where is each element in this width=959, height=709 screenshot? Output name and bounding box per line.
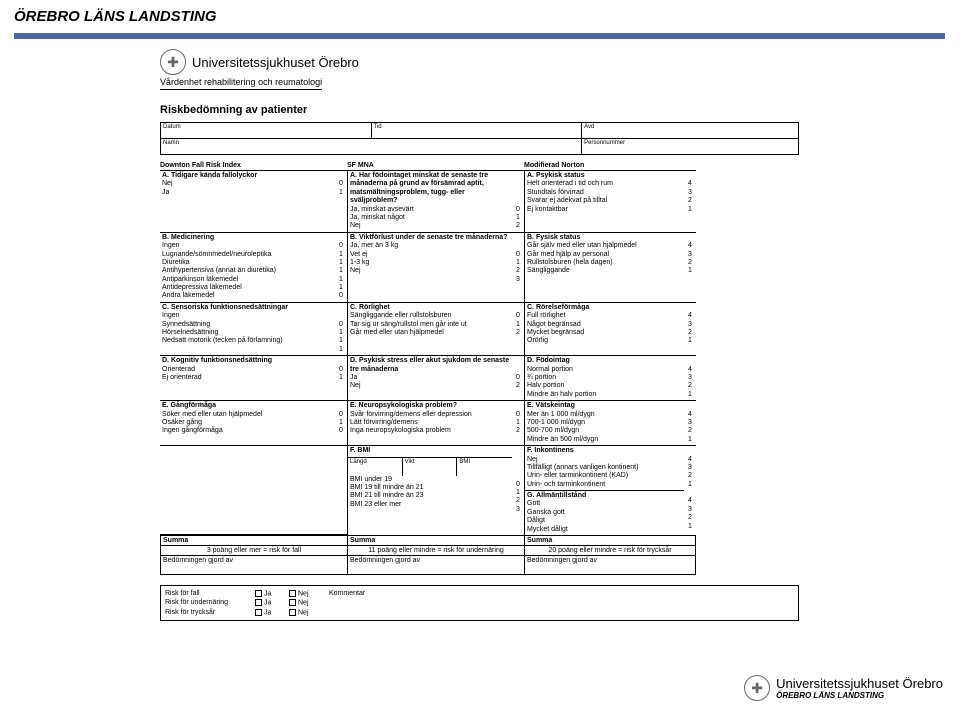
assessor-b[interactable]: Bedömningen gjord av — [348, 556, 525, 575]
footer-logo: ✚ Universitetssjukhuset Örebro ÖREBRO LÄ… — [744, 675, 943, 701]
meta-time[interactable]: Tid — [371, 123, 582, 139]
meta-table: Datum Tid Avd Namn Personnummer — [160, 122, 799, 155]
hospital-logo-icon: ✚ — [160, 49, 186, 75]
guidance-a: 3 poäng eller mer = risk för fall — [161, 546, 348, 556]
B3-scores: 4321 — [684, 232, 696, 302]
colhead-mna: SF MNA — [347, 161, 512, 170]
kommentar-label: Kommentar — [329, 590, 794, 597]
hospital-name: Universitetssjukhuset Örebro — [192, 55, 359, 70]
bmi-value[interactable]: BMI — [457, 458, 512, 476]
footer-logo-icon: ✚ — [744, 675, 770, 701]
footer-org: ÖREBRO LÄNS LANDSTING — [776, 691, 943, 700]
D2-scores: 02 — [512, 355, 524, 400]
colhead-norton: Modifierad Norton — [524, 161, 684, 170]
A3: A. Psykisk status Helt orienterad i tid … — [524, 170, 684, 232]
summa-c[interactable]: Summa — [525, 536, 696, 546]
colhead-downton: Downton Fall Risk Index — [160, 161, 335, 170]
A2-scores: 012 — [512, 170, 524, 232]
E2: E. Neuropsykologiska problem? Svår förvi… — [347, 400, 512, 445]
risk-under-label: Risk för undernäring — [165, 599, 255, 606]
B3: B. Fysisk status Går själv med eller uta… — [524, 232, 684, 302]
D3-scores: 4321 — [684, 355, 696, 400]
A1-scores: 01 — [335, 170, 347, 232]
B1-scores: 0111110 — [335, 232, 347, 302]
risk-under-nej[interactable]: Nej — [289, 599, 329, 606]
C3-scores: 4321 — [684, 302, 696, 355]
risk-fall-label: Risk för fall — [165, 590, 255, 597]
C2: C. Rörlighet Sängliggande eller rullstol… — [347, 302, 512, 355]
footer-hospital-name: Universitetssjukhuset Örebro — [776, 676, 943, 691]
risk-tryck-ja[interactable]: Ja — [255, 609, 289, 616]
guidance-c: 20 poäng eller mindre = risk för tryckså… — [525, 546, 696, 556]
org-header: ÖREBRO LÄNS LANDSTING — [0, 0, 959, 33]
department-name: Vårdenhet rehabilitering och reumatologi — [160, 77, 322, 90]
bmi-weight[interactable]: Vikt — [403, 458, 458, 476]
meta-personnr[interactable]: Personnummer — [582, 139, 799, 155]
risk-tryck-nej[interactable]: Nej — [289, 609, 329, 616]
risk-fall-nej[interactable]: Nej — [289, 590, 329, 597]
B1: B. Medicinering IngenLugnande/sömnmedel/… — [160, 232, 335, 302]
A2: A. Har födointaget minskat de senaste tr… — [347, 170, 512, 232]
F1-empty — [160, 445, 335, 535]
F2: F. BMI Längd Vikt BMI BMI under 19BMI 19… — [347, 445, 512, 535]
bmi-length[interactable]: Längd — [348, 458, 403, 476]
B2-scores: 0123 — [512, 232, 524, 302]
F2-scores: 0123 — [512, 445, 524, 535]
D2: D. Psykisk stress eller akut sjukdom de … — [347, 355, 512, 400]
D1: D. Kognitiv funktionsnedsättning Oriente… — [160, 355, 335, 400]
A1: A. Tidigare kända fallolyckor Nej Ja — [160, 170, 335, 232]
meta-name[interactable]: Namn — [161, 139, 582, 155]
E3-scores: 4321 — [684, 400, 696, 445]
meta-ward[interactable]: Avd — [582, 123, 799, 139]
F3-G3: F. Inkontinens NejTillfälligt (annars va… — [524, 445, 684, 535]
E1-scores: 010 — [335, 400, 347, 445]
summa-table: Summa Summa Summa 3 poäng eller mer = ri… — [160, 535, 696, 575]
E3: E. Vätskeintag Mer än 1 000 ml/dygn700-1… — [524, 400, 684, 445]
header-underline — [14, 33, 945, 39]
risk-tryck-label: Risk för trycksår — [165, 609, 255, 616]
E1: E. Gångförmåga Söker med eller utan hjäl… — [160, 400, 335, 445]
meta-date[interactable]: Datum — [161, 123, 372, 139]
risk-under-ja[interactable]: Ja — [255, 599, 289, 606]
C3: C. Rörelseförmåga Full rörlighetNågot be… — [524, 302, 684, 355]
document-title: Riskbedömning av patienter — [160, 104, 799, 116]
page-body: ✚ Universitetssjukhuset Örebro Vårdenhet… — [0, 49, 959, 621]
risk-summary-block: Risk för fall Ja Nej Kommentar Risk för … — [160, 585, 799, 621]
E2-scores: 012 — [512, 400, 524, 445]
org-title: ÖREBRO LÄNS LANDSTING — [14, 8, 945, 25]
guidance-b: 11 poäng eller mindre = risk för undernä… — [348, 546, 525, 556]
C1: C. Sensoriska funktionsnedsättningar Ing… — [160, 302, 335, 355]
summa-b[interactable]: Summa — [348, 536, 525, 546]
F3-G3-scores: 43214321 — [684, 445, 696, 535]
hospital-block: ✚ Universitetssjukhuset Örebro Vårdenhet… — [160, 49, 799, 90]
C2-scores: 012 — [512, 302, 524, 355]
A3-scores: 4321 — [684, 170, 696, 232]
D3: D. Födointag Normal portion¾ portionHalv… — [524, 355, 684, 400]
D1-scores: 01 — [335, 355, 347, 400]
assessment-grid: Downton Fall Risk Index SF MNA Modifiera… — [160, 161, 696, 535]
risk-fall-ja[interactable]: Ja — [255, 590, 289, 597]
summa-a[interactable]: Summa — [161, 536, 348, 546]
assessor-c[interactable]: Bedömningen gjord av — [525, 556, 696, 575]
C1-scores: 0111 — [335, 302, 347, 355]
assessor-a[interactable]: Bedömningen gjord av — [161, 556, 348, 575]
B2: B. Viktförlust under de senaste tre måna… — [347, 232, 512, 302]
